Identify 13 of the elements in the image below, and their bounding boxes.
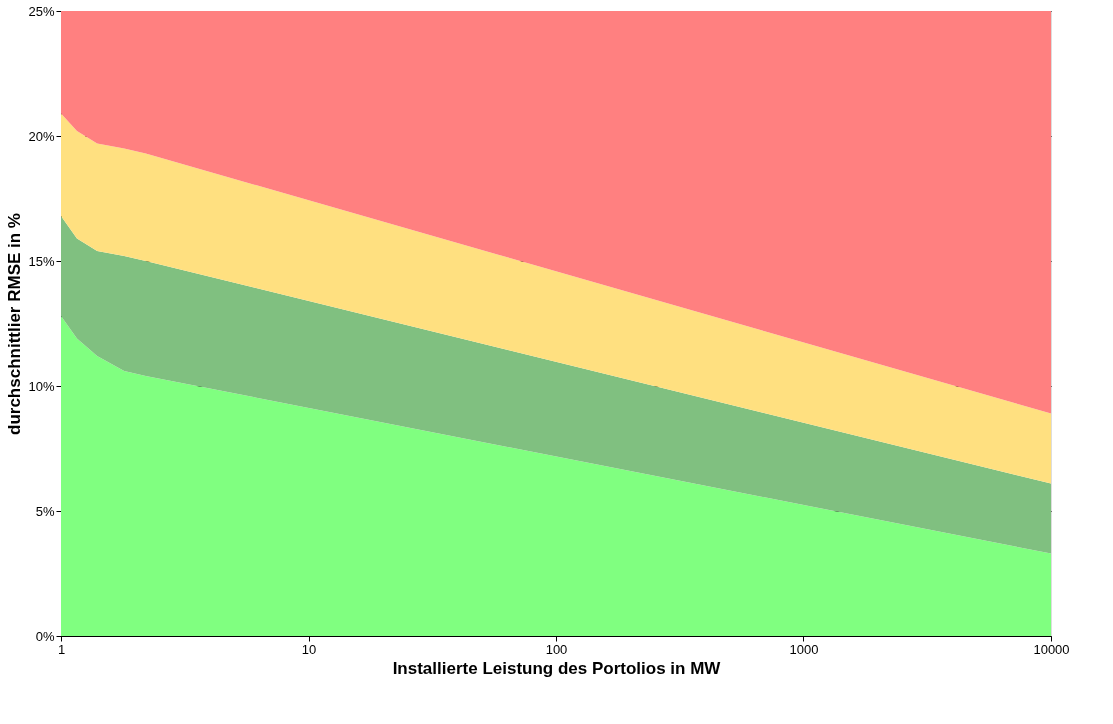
y-tick-label: 5% (35, 503, 55, 519)
x-tick-label: 10000 (1033, 641, 1070, 657)
y-tick-label: 25% (28, 3, 55, 19)
y-tick-label: 10% (28, 378, 55, 394)
x-tick-label: 1000 (789, 641, 819, 657)
y-tick-label: 15% (28, 253, 55, 269)
x-tick-label: 1 (57, 641, 66, 657)
x-tick-label: 100 (545, 641, 568, 657)
x-axis-title: Installierte Leistung des Portolios in MW (392, 658, 722, 678)
y-axis-title: durchschnittlier RMSE in % (5, 213, 25, 435)
y-tick-label: 0% (35, 628, 55, 644)
x-tick-label: 10 (301, 641, 317, 657)
y-tick-label: 20% (28, 128, 55, 144)
